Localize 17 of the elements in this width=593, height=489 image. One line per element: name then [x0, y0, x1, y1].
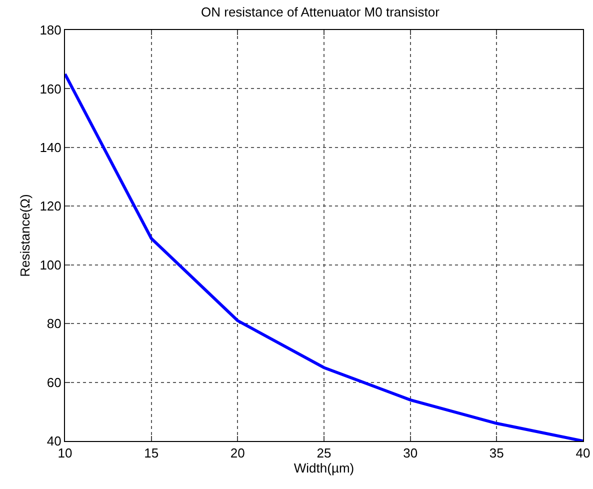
- x-axis-title: Width(µm): [294, 460, 354, 476]
- y-tick-label: 160: [40, 81, 62, 96]
- y-tick-label: 60: [46, 374, 62, 390]
- x-tick-label: 25: [316, 446, 332, 461]
- x-tick-label: 40: [576, 446, 590, 461]
- y-tick-label: 180: [40, 22, 62, 38]
- y-tick-label: 100: [40, 257, 62, 272]
- x-tick-label: 30: [403, 446, 418, 461]
- line-series: [65, 72, 583, 441]
- y-tick-label: 80: [46, 316, 62, 332]
- y-tick-label: 140: [40, 140, 62, 155]
- x-tick-label: 35: [489, 446, 504, 461]
- y-tick-label: 120: [40, 198, 62, 214]
- x-tick-label: 15: [144, 446, 159, 461]
- chart-title: ON resistance of Attenuator M0 transistor: [201, 4, 440, 20]
- x-tick-label: 20: [230, 446, 245, 461]
- y-axis-title: Resistance(Ω): [18, 194, 33, 277]
